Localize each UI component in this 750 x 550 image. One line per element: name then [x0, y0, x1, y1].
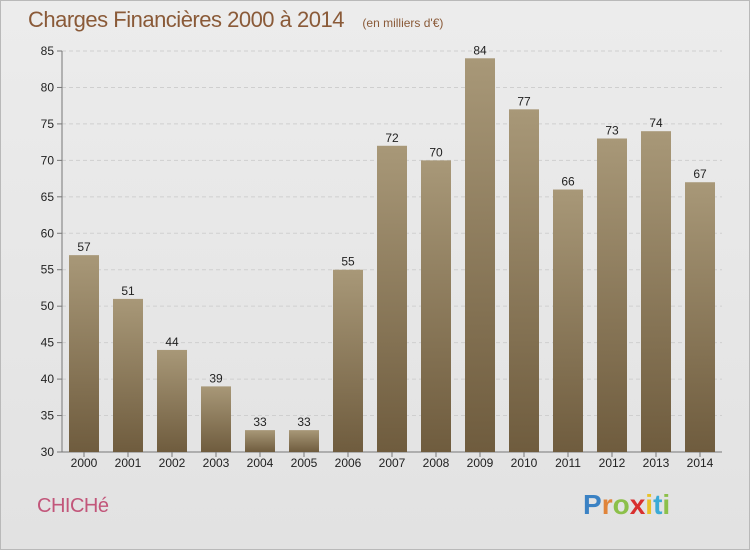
logo-letter: r	[601, 489, 613, 520]
bar-2013	[641, 131, 671, 452]
x-tick-label: 2009	[467, 456, 494, 470]
data-label: 51	[121, 284, 135, 298]
logo-letter: o	[612, 489, 630, 520]
x-tick-label: 2013	[643, 456, 670, 470]
x-tick-label: 2014	[687, 456, 714, 470]
x-tick-label: 2002	[159, 456, 186, 470]
commune-name: CHICHé	[37, 495, 109, 517]
x-tick-label: 2005	[291, 456, 318, 470]
x-tick-label: 2011	[555, 456, 581, 470]
data-label: 74	[649, 116, 663, 130]
data-label: 39	[209, 371, 223, 385]
x-tick-label: 2008	[423, 456, 450, 470]
data-label: 55	[341, 255, 355, 269]
bar-2005	[289, 430, 319, 452]
y-tick-label: 30	[41, 445, 55, 459]
data-label: 67	[693, 167, 707, 181]
x-tick-label: 2000	[71, 456, 98, 470]
data-label: 84	[473, 43, 487, 57]
y-tick-label: 45	[41, 336, 55, 350]
x-tick-label: 2003	[203, 456, 230, 470]
bar-2003	[201, 386, 231, 452]
logo-letter: i	[645, 489, 654, 520]
title-block: Charges Financières 2000 à 2014 (en mill…	[28, 7, 443, 33]
y-tick-label: 35	[41, 409, 55, 423]
bar-2012	[597, 138, 627, 452]
y-tick-label: 85	[41, 44, 55, 58]
data-label: 70	[429, 145, 443, 159]
x-tick-label: 2001	[115, 456, 142, 470]
bar-2004	[245, 430, 275, 452]
y-tick-label: 55	[41, 263, 55, 277]
logo-letter: P	[583, 489, 602, 520]
logo-letter: i	[662, 489, 671, 520]
bar-2002	[157, 349, 187, 452]
bar-2001	[113, 298, 143, 452]
logo-letter: x	[629, 489, 646, 520]
x-tick-label: 2012	[599, 456, 626, 470]
y-tick-label: 60	[41, 226, 55, 240]
y-tick-label: 70	[41, 153, 55, 167]
x-tick-label: 2007	[379, 456, 406, 470]
chart-title: Charges Financières 2000 à 2014	[28, 7, 344, 32]
bar-2007	[377, 145, 407, 453]
data-label: 77	[517, 94, 531, 108]
bar-2000	[69, 255, 99, 452]
proxiti-logo: Proxiti	[583, 489, 670, 521]
bar-2008	[421, 160, 451, 452]
x-tick-label: 2006	[335, 456, 362, 470]
x-tick-label: 2004	[247, 456, 274, 470]
bar-2014	[685, 182, 715, 452]
data-label: 72	[385, 131, 399, 145]
data-label: 33	[253, 415, 267, 429]
y-tick-label: 50	[41, 299, 55, 313]
data-label: 66	[561, 175, 575, 189]
bar-2010	[509, 109, 539, 452]
data-label: 73	[605, 123, 619, 137]
y-tick-label: 40	[41, 372, 55, 386]
y-tick-label: 65	[41, 190, 55, 204]
x-tick-label: 2010	[511, 456, 538, 470]
data-label: 57	[77, 240, 91, 254]
data-label: 33	[297, 415, 311, 429]
bar-2009	[465, 58, 495, 453]
bar-2006	[333, 269, 363, 452]
logo-letter: t	[653, 489, 663, 520]
chart-subtitle: (en milliers d'€)	[362, 16, 444, 30]
y-tick-label: 80	[41, 80, 55, 94]
y-tick-label: 75	[41, 117, 55, 131]
data-label: 44	[165, 335, 179, 349]
bar-2011	[553, 189, 583, 452]
